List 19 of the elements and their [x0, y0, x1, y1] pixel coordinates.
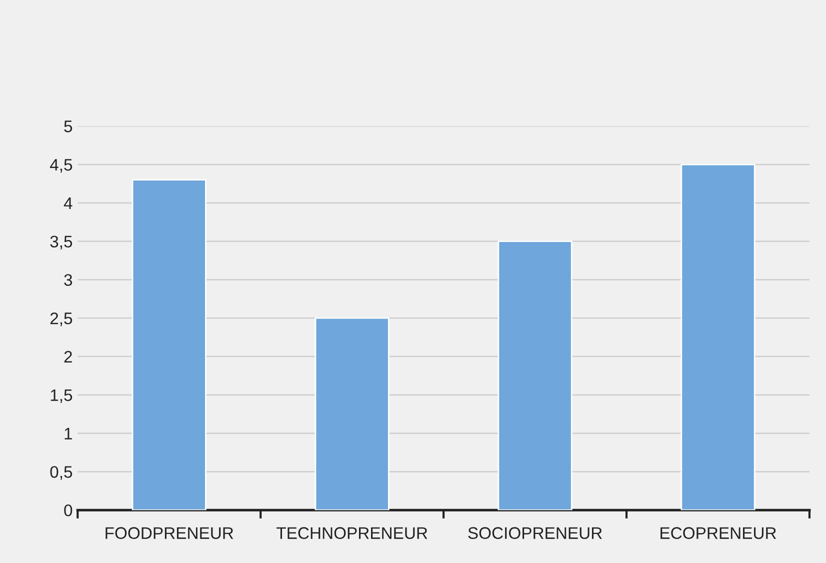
- x-tick-label: TECHNOPRENEUR: [276, 527, 428, 539]
- x-tick-label: ECOPRENEUR: [660, 527, 776, 539]
- x-tick-label: SOCIOPRENEUR: [468, 527, 602, 539]
- bar: [132, 179, 206, 510]
- y-tick-label: 2: [64, 350, 72, 363]
- y-tick-label: 2,5: [50, 312, 72, 326]
- bar: [498, 240, 572, 510]
- y-tick-label: 4,5: [50, 159, 72, 173]
- x-tick-label: FOODPRENEUR: [106, 527, 234, 539]
- y-tick-label: 3,5: [50, 236, 72, 250]
- bar: [680, 164, 756, 510]
- y-tick-label: 0: [64, 504, 72, 516]
- bar: [314, 317, 390, 510]
- y-tick-label: 5: [64, 120, 72, 132]
- y-tick-label: 1: [64, 428, 72, 440]
- y-tick-label: 4: [64, 197, 72, 209]
- y-tick-label: 0,5: [50, 466, 72, 480]
- y-tick-label: 3: [64, 274, 72, 286]
- y-tick-label: 1,5: [50, 389, 72, 404]
